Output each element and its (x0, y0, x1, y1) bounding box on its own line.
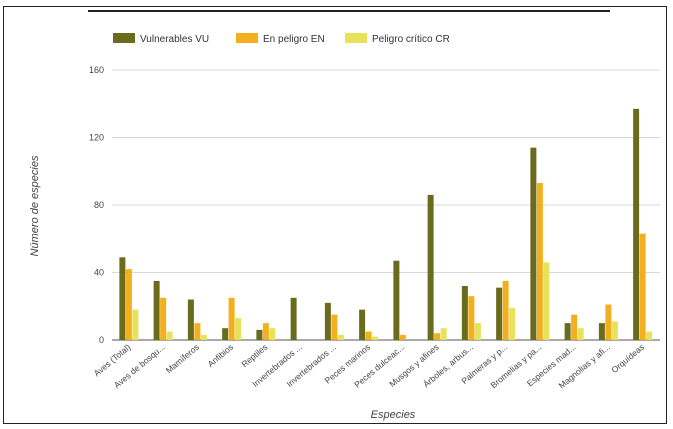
bar (269, 328, 276, 340)
y-tick-label: 0 (99, 335, 104, 345)
bar (228, 297, 235, 340)
bar (509, 307, 516, 340)
gridlines (112, 69, 660, 341)
bar (543, 262, 550, 340)
x-tick-label: Reptiles (239, 342, 269, 369)
bar (200, 334, 207, 340)
bar (646, 331, 653, 340)
bar (160, 297, 167, 340)
bar (474, 323, 481, 340)
bar (153, 280, 160, 340)
bar (256, 329, 263, 340)
y-tick-label: 120 (89, 133, 104, 143)
bar (530, 147, 537, 340)
legend-swatch (345, 33, 367, 43)
bar (393, 260, 400, 340)
bar (440, 328, 447, 340)
x-tick-label: Mamíferos (164, 342, 201, 375)
bar (598, 323, 605, 340)
x-tick-label: Orquídeas (609, 342, 646, 375)
legend-swatch (113, 33, 135, 43)
bar (427, 194, 434, 340)
bar (290, 297, 297, 340)
bar (502, 280, 509, 340)
x-axis-title: Especies (371, 409, 416, 421)
chart-frame (3, 6, 667, 424)
y-tick-labels: 0 40 80 120 160 (89, 65, 104, 345)
legend: Vulnerables VU En peligro EN Peligro críti… (113, 33, 450, 45)
bar (468, 296, 475, 340)
bar (119, 257, 126, 340)
bar (611, 321, 618, 340)
y-axis-title: Número de especies (29, 155, 41, 256)
bar (262, 323, 269, 340)
x-tick-labels: Aves (Total)Aves de bosqu...Mamíferos Anf… (92, 342, 646, 391)
bar (125, 269, 132, 340)
legend-swatch (236, 33, 258, 43)
bar (166, 331, 173, 340)
bars (119, 108, 653, 340)
bar (337, 334, 344, 340)
bar (187, 299, 194, 340)
legend-label: Vulnerables VU (140, 34, 209, 45)
bar (222, 328, 229, 340)
bar (536, 183, 543, 340)
y-tick-label: 40 (94, 268, 104, 278)
bar (633, 108, 640, 340)
bar (639, 233, 646, 340)
bar (434, 333, 441, 340)
top-rule (88, 10, 610, 12)
bar (132, 309, 139, 340)
bar (235, 318, 242, 340)
y-tick-label: 80 (94, 200, 104, 210)
bar (324, 302, 331, 340)
bar (571, 314, 578, 340)
bar (331, 314, 338, 340)
bar (365, 331, 372, 340)
x-tick-label: Anfibios (206, 342, 236, 369)
bar (194, 323, 201, 340)
legend-label: En peligro EN (263, 34, 325, 45)
legend-label: Peligro crítico CR (372, 34, 450, 45)
bar (577, 328, 584, 340)
y-tick-label: 160 (89, 65, 104, 75)
bar (496, 287, 503, 340)
bar (564, 323, 571, 340)
bar (461, 286, 468, 340)
bar (399, 334, 406, 340)
bar (605, 304, 612, 340)
bar (372, 336, 379, 340)
bar (359, 309, 366, 340)
